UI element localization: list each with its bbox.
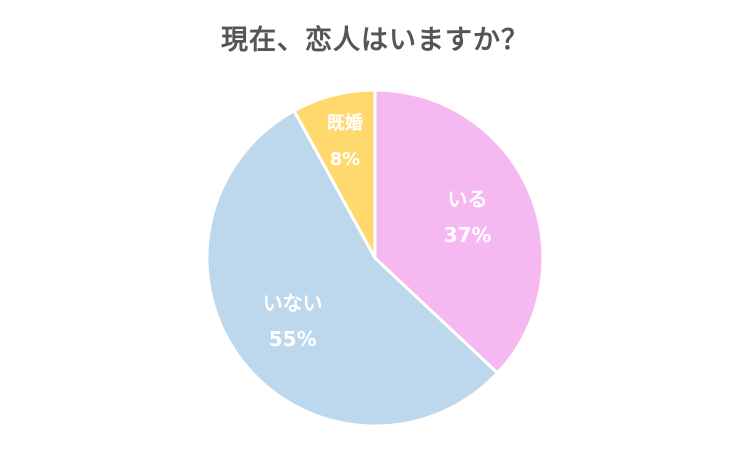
slice-value-label: 8%	[330, 149, 361, 170]
slice-category-label: いない	[263, 291, 323, 315]
pie-labels: いる 37% いない 55% 既婚 8%	[263, 112, 492, 351]
pie-slice-2	[205, 109, 499, 428]
slice-value-label: 55%	[269, 327, 317, 351]
slice-category-label: いる	[448, 187, 488, 211]
pie-slice-1	[373, 88, 545, 375]
slice-value-label: 37%	[444, 223, 492, 247]
pie-slices	[205, 88, 545, 428]
slice-category-label: 既婚	[327, 112, 363, 134]
pie-slice-3	[292, 88, 377, 260]
chart-title: 現在、恋人はいますか？	[221, 25, 529, 56]
